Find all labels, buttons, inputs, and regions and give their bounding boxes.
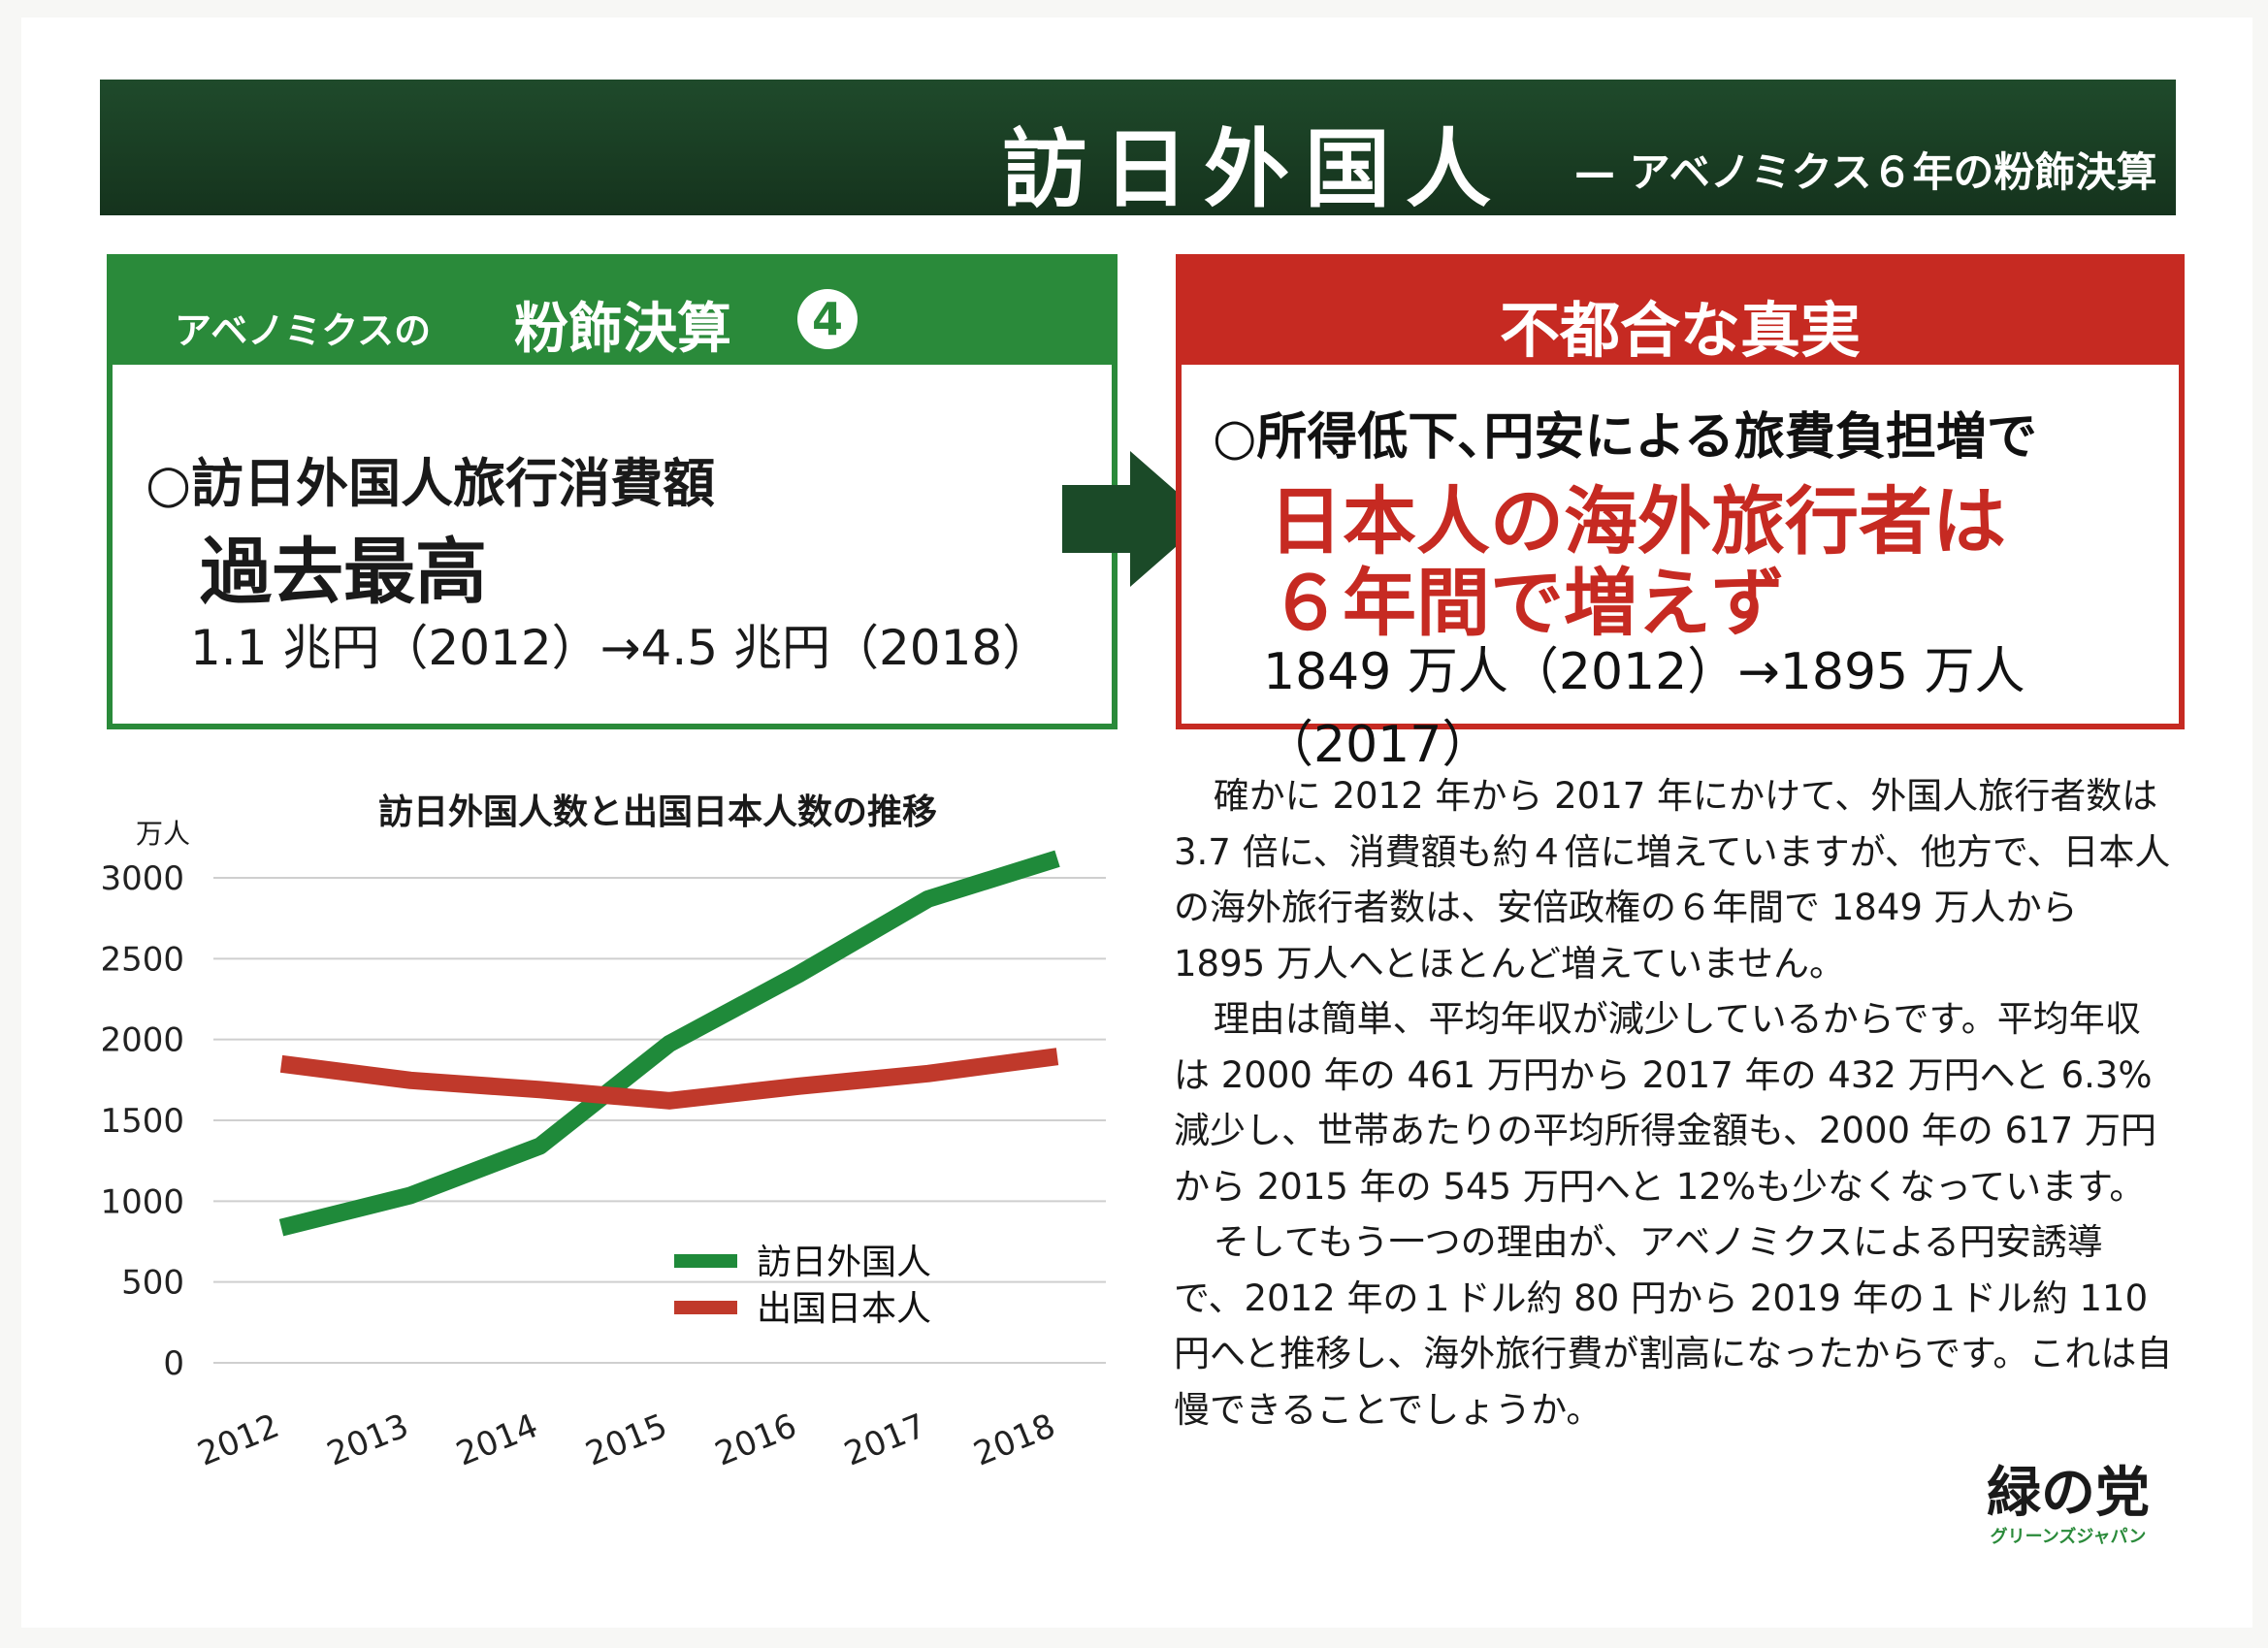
y-tick-label: 2000	[100, 1021, 184, 1060]
right-figures: 1849 万人（2012）→1895 万人（2017）	[1263, 643, 2025, 774]
body-paragraph-2: 理由は簡単、平均年収が減少しているからです。平均年収は 2000 年の 461 …	[1174, 998, 2156, 1208]
right-headline-2: ６年間で増えず	[1269, 560, 1785, 646]
number-badge: 4	[797, 289, 858, 349]
x-tick-label: 2017	[839, 1406, 931, 1474]
right-panel: 不都合な真実 ○所得低下､円安による旅費負担増で 日本人の海外旅行者は ６年間で…	[1176, 254, 2185, 774]
x-tick-label: 2013	[322, 1406, 414, 1474]
arrow-right-icon	[1062, 451, 1208, 587]
left-figures: 1.1 兆円（2012）→4.5 兆円（2018）	[190, 620, 1052, 676]
x-tick-label: 2015	[580, 1406, 672, 1474]
y-tick-label: 2500	[100, 940, 184, 979]
right-panel-header: 不都合な真実	[1182, 260, 2179, 366]
y-tick-label: 0	[163, 1344, 184, 1383]
y-tick-label: 3000	[100, 859, 184, 898]
chart-y-unit: 万人	[136, 818, 191, 850]
left-panel: アベノミクスの 粉飾決算 4 ○訪日外国人旅行消費額 過去最高 1.1 兆円（2…	[107, 254, 1118, 729]
logo-char-1: 緑	[1987, 1462, 2041, 1525]
logo-char-3: 党	[2095, 1462, 2150, 1525]
y-tick-label: 1000	[100, 1182, 184, 1221]
header-band: 訪日外国人 — アベノミクス６年の粉飾決算	[100, 80, 2176, 219]
right-head-title: 不都合な真実	[1499, 295, 1861, 366]
chart-title: 訪日外国人数と出国日本人数の推移	[378, 792, 938, 832]
right-point: ○所得低下､円安による旅費負担増で	[1213, 408, 2037, 467]
series-line-2	[279, 1048, 1059, 1110]
line-chart: 訪日外国人数と出国日本人数の推移 万人 0 500 1000 1500 2000 2500…	[58, 757, 1125, 1494]
x-tick-label: 2012	[192, 1406, 284, 1474]
legend-label: 訪日外国人	[757, 1243, 931, 1282]
series-line-1	[278, 850, 1060, 1237]
party-logo: 緑の党 グリーンズジャパン	[1981, 1463, 2155, 1548]
logo-subtext: グリーンズジャパン	[1990, 1527, 2147, 1547]
left-point: ○訪日外国人旅行消費額	[146, 453, 716, 514]
y-tick-label: 1500	[100, 1102, 184, 1141]
left-head-small: アベノミクスの	[175, 309, 432, 352]
left-head-big: 粉飾決算	[514, 298, 731, 361]
logo-mark: 緑の党	[1981, 1463, 2155, 1525]
right-headline-1: 日本人の海外旅行者は	[1269, 478, 2006, 565]
body-paragraph-1: 確かに 2012 年から 2017 年にかけて、外国人旅行者数は 3.7 倍に、…	[1174, 775, 2171, 985]
page-subtitle: — アベノミクス６年の粉飾決算	[1574, 148, 2157, 196]
left-panel-header: アベノミクスの 粉飾決算 4	[113, 260, 1112, 365]
x-tick-label: 2014	[451, 1406, 543, 1474]
y-tick-label: 500	[121, 1264, 184, 1303]
page-title: 訪日外国人	[1002, 119, 1507, 219]
x-tick-label: 2018	[968, 1406, 1060, 1474]
x-tick-label: 2016	[710, 1406, 802, 1474]
body-text: 確かに 2012 年から 2017 年にかけて、外国人旅行者数は 3.7 倍に、…	[1174, 768, 2173, 1438]
left-headline: 過去最高	[200, 531, 487, 614]
logo-char-2: の	[2041, 1462, 2095, 1525]
legend-label: 出国日本人	[757, 1289, 931, 1329]
chart-plot: 0 500 1000 1500 2000 2500 3000 2012 2013 2014 2015…	[100, 850, 1106, 1474]
body-paragraph-3: そしてもう一つの理由が、アベノミクスによる円安誘導で、2012 年の１ドル約 8…	[1174, 1221, 2173, 1431]
